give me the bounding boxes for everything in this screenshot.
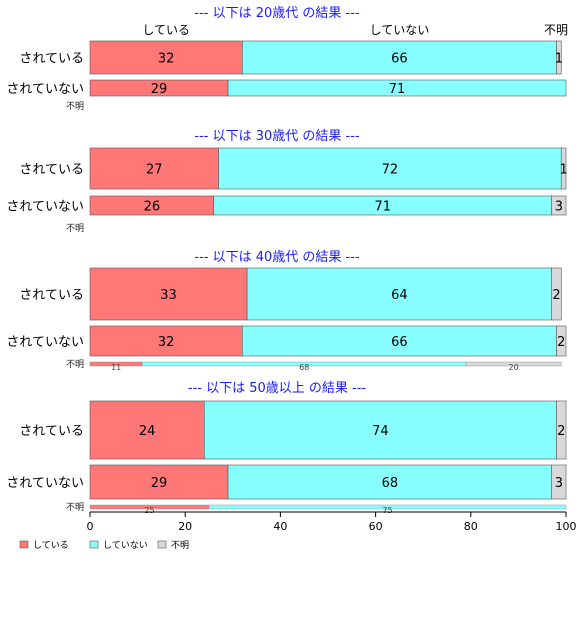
data-label: 66 — [391, 52, 408, 67]
data-label: 3 — [555, 200, 563, 215]
data-label: 1 — [559, 163, 567, 178]
row-label: されていない — [6, 200, 84, 215]
bar-segment — [227, 464, 553, 500]
data-label: 71 — [374, 200, 391, 215]
data-label: 24 — [139, 424, 156, 439]
bar-segment — [551, 464, 567, 500]
panel-title: --- 以下は 30歳代 の結果 --- — [194, 129, 360, 144]
legend-swatch — [19, 540, 29, 549]
data-label: 71 — [389, 82, 406, 97]
data-label: 2 — [557, 335, 565, 350]
row-label: 不明 — [66, 101, 84, 112]
data-label: 66 — [391, 335, 408, 350]
data-label: 72 — [382, 163, 399, 178]
row-label: されていない — [6, 476, 84, 491]
x-tick-label: 40 — [273, 520, 287, 533]
data-label: 64 — [391, 288, 408, 303]
x-tick-label: 60 — [369, 520, 383, 533]
bar-segment — [227, 79, 567, 97]
bar-segment — [556, 400, 567, 460]
data-label: 75 — [382, 506, 392, 515]
panel-title: --- 以下は 40歳代 の結果 --- — [194, 250, 360, 265]
column-header: していない — [370, 23, 430, 37]
data-label: 25 — [144, 506, 154, 515]
data-label: 3 — [555, 476, 563, 491]
row-label: されている — [19, 52, 84, 67]
panel-title: --- 以下は 50歳以上 の結果 --- — [188, 381, 367, 396]
bar-segment — [203, 400, 557, 460]
row-label: 不明 — [66, 359, 84, 370]
legend-swatch — [89, 540, 99, 549]
bar-segment — [242, 325, 557, 357]
legend-label: していない — [103, 540, 148, 551]
column-header: している — [142, 23, 190, 37]
x-tick-label: 80 — [464, 520, 478, 533]
row-label: されている — [19, 163, 84, 178]
bar-segment — [89, 147, 219, 190]
x-tick-label: 100 — [556, 520, 577, 533]
data-label: 1 — [555, 52, 563, 67]
bar-segment — [89, 40, 243, 75]
legend-swatch — [157, 540, 167, 549]
bar-segment — [89, 400, 205, 460]
bar-segment — [556, 325, 567, 357]
data-label: 2 — [557, 424, 565, 439]
row-label: 不明 — [66, 502, 84, 513]
bar-segment — [551, 267, 562, 321]
bar-segment — [560, 147, 567, 190]
row-label: 不明 — [66, 223, 84, 234]
data-label: 27 — [146, 163, 163, 178]
bar-segment — [551, 195, 567, 216]
row-label: されている — [19, 288, 84, 303]
data-label: 20 — [509, 363, 519, 372]
row-label: されている — [19, 424, 84, 439]
data-label: 32 — [158, 335, 175, 350]
data-label: 33 — [160, 288, 177, 303]
data-label: 29 — [151, 82, 168, 97]
bar-segment — [89, 464, 229, 500]
panel-title: --- 以下は 20歳代 の結果 --- — [194, 6, 360, 21]
row-label: されていない — [6, 82, 84, 97]
data-label: 32 — [158, 52, 175, 67]
x-tick-label: 20 — [178, 520, 192, 533]
data-label: 26 — [144, 200, 161, 215]
bar-segment — [465, 361, 562, 367]
bar-segment — [89, 267, 248, 321]
bar-segment — [242, 40, 557, 75]
data-label: 74 — [372, 424, 389, 439]
bar-segment — [556, 40, 562, 75]
column-header: 不明 — [544, 23, 568, 37]
row-label: されていない — [6, 335, 84, 350]
data-label: 2 — [552, 288, 560, 303]
bar-segment — [208, 504, 567, 510]
bar-segment — [218, 147, 562, 190]
data-label: 68 — [382, 476, 399, 491]
data-label: 29 — [151, 476, 168, 491]
data-label: 68 — [299, 363, 309, 372]
legend-label: 不明 — [171, 540, 189, 551]
legend-label: している — [33, 540, 69, 551]
data-label: 11 — [111, 363, 121, 372]
bar-segment — [246, 267, 553, 321]
x-tick-label: 0 — [87, 520, 94, 533]
